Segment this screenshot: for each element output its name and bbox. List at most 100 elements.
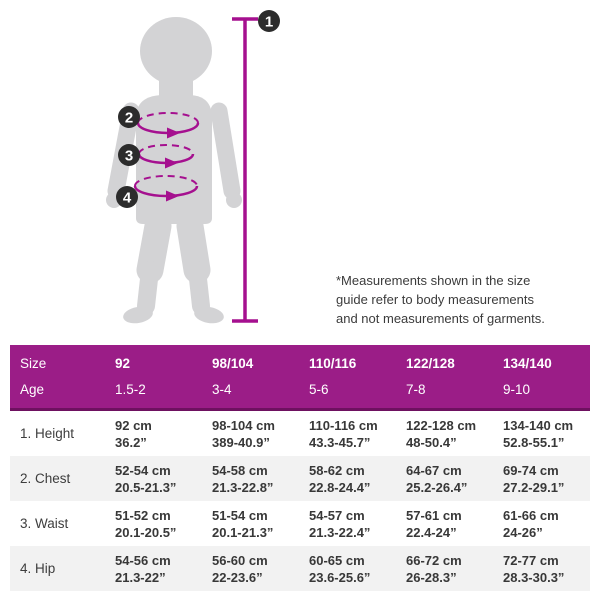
hip-measure-ring <box>133 175 199 202</box>
table-cell: 72-77 cm 28.3-30.3” <box>493 552 590 586</box>
cell-cm: 60-65 cm <box>309 552 365 568</box>
table-cell: 69-74 cm 27.2-29.1” <box>493 462 590 496</box>
badge-2-number: 2 <box>125 109 133 126</box>
cell-cm: 64-67 cm <box>406 462 462 478</box>
cell-inches: 389-40.9” <box>212 434 270 450</box>
cell-cm: 122-128 cm <box>406 417 477 433</box>
cell-inches: 43.3-45.7” <box>309 434 371 450</box>
table-cell: 110-116 cm 43.3-45.7” <box>299 417 396 451</box>
cell-cm: 51-54 cm <box>212 507 268 523</box>
cell-inches: 20.1-21.3” <box>212 524 274 540</box>
size-col-2: 98/104 <box>212 355 254 371</box>
badge-3-number: 3 <box>125 147 133 164</box>
table-row-waist: 3. Waist 51-52 cm 20.1-20.5” 51-54 cm 20… <box>10 501 590 546</box>
size-col-4: 122/128 <box>406 355 455 371</box>
badge-4-number: 4 <box>123 189 132 206</box>
note-line-3: and not measurements of garments. <box>336 311 545 326</box>
table-cell: 134-140 cm 52.8-55.1” <box>493 417 590 451</box>
size-col-5: 134/140 <box>503 355 552 371</box>
size-table-header: Size 92 98/104 110/116 122/128 134/140 A… <box>10 345 590 411</box>
age-label: Age <box>20 381 45 397</box>
table-cell: 122-128 cm 48-50.4” <box>396 417 493 451</box>
cell-cm: 57-61 cm <box>406 507 462 523</box>
table-row-hip: 4. Hip 54-56 cm 21.3-22” 56-60 cm 22-23.… <box>10 546 590 591</box>
cell-inches: 25.2-26.4” <box>406 479 468 495</box>
table-cell: 57-61 cm 22.4-24” <box>396 507 493 541</box>
badge-1: 1 <box>258 10 280 32</box>
size-table: Size 92 98/104 110/116 122/128 134/140 A… <box>10 345 590 591</box>
badge-2: 2 <box>118 106 140 128</box>
cell-inches: 24-26” <box>503 524 543 540</box>
measurement-diagram: 1 2 3 4 <box>106 10 280 324</box>
table-cell: 51-52 cm 20.1-20.5” <box>105 507 202 541</box>
table-cell: 54-58 cm 21.3-22.8” <box>202 462 299 496</box>
badge-1-number: 1 <box>265 13 273 30</box>
size-label: Size <box>20 355 47 371</box>
cell-inches: 21.3-22.4” <box>309 524 371 540</box>
cell-inches: 22.8-24.4” <box>309 479 371 495</box>
cell-inches: 36.2” <box>115 434 147 450</box>
cell-cm: 92 cm <box>115 417 152 433</box>
note-line-2: guide refer to body measurements <box>336 292 534 307</box>
size-table-body: 1. Height 92 cm 36.2” 98-104 cm 389-40.9… <box>10 411 590 591</box>
table-cell: 54-57 cm 21.3-22.4” <box>299 507 396 541</box>
cell-inches: 48-50.4” <box>406 434 457 450</box>
cell-inches: 21.3-22” <box>115 569 166 585</box>
age-col-2: 3-4 <box>212 381 232 397</box>
cell-cm: 69-74 cm <box>503 462 559 478</box>
table-cell: 54-56 cm 21.3-22” <box>105 552 202 586</box>
cell-cm: 56-60 cm <box>212 552 268 568</box>
table-cell: 98-104 cm 389-40.9” <box>202 417 299 451</box>
cell-cm: 61-66 cm <box>503 507 559 523</box>
cell-cm: 98-104 cm <box>212 417 275 433</box>
cell-cm: 134-140 cm <box>503 417 574 433</box>
cell-inches: 22-23.6” <box>212 569 263 585</box>
table-cell: 56-60 cm 22-23.6” <box>202 552 299 586</box>
cell-inches: 52.8-55.1” <box>503 434 565 450</box>
age-col-4: 7-8 <box>406 381 426 397</box>
height-measure-line <box>232 17 258 323</box>
waist-measure-ring <box>137 144 195 169</box>
cell-cm: 66-72 cm <box>406 552 462 568</box>
table-cell: 58-62 cm 22.8-24.4” <box>299 462 396 496</box>
note-line-1: *Measurements shown in the size <box>336 273 531 288</box>
table-cell: 51-54 cm 20.1-21.3” <box>202 507 299 541</box>
cell-inches: 21.3-22.8” <box>212 479 274 495</box>
age-header-row: Age 1.5-2 3-4 5-6 7-8 9-10 <box>10 376 590 402</box>
badge-3: 3 <box>118 144 140 166</box>
size-col-1: 92 <box>115 355 131 371</box>
row-label: 2. Chest <box>20 471 71 486</box>
age-col-5: 9-10 <box>503 381 531 397</box>
table-cell: 61-66 cm 24-26” <box>493 507 590 541</box>
table-cell: 64-67 cm 25.2-26.4” <box>396 462 493 496</box>
cell-cm: 51-52 cm <box>115 507 171 523</box>
cell-cm: 110-116 cm <box>309 417 378 433</box>
table-row-chest: 2. Chest 52-54 cm 20.5-21.3” 54-58 cm 21… <box>10 456 590 501</box>
chest-measure-ring <box>136 112 200 139</box>
cell-inches: 26-28.3” <box>406 569 457 585</box>
cell-inches: 23.6-25.6” <box>309 569 371 585</box>
age-col-3: 5-6 <box>309 381 329 397</box>
row-label: 3. Waist <box>20 516 69 531</box>
cell-inches: 20.1-20.5” <box>115 524 177 540</box>
table-cell: 52-54 cm 20.5-21.3” <box>105 462 202 496</box>
cell-cm: 54-58 cm <box>212 462 268 478</box>
table-cell: 92 cm 36.2” <box>105 417 202 451</box>
cell-cm: 54-56 cm <box>115 552 171 568</box>
cell-cm: 72-77 cm <box>503 552 559 568</box>
age-col-1: 1.5-2 <box>115 381 146 397</box>
table-row-height: 1. Height 92 cm 36.2” 98-104 cm 389-40.9… <box>10 411 590 456</box>
cell-inches: 22.4-24” <box>406 524 457 540</box>
row-label: 4. Hip <box>20 561 56 576</box>
badge-4: 4 <box>116 186 138 208</box>
cell-cm: 58-62 cm <box>309 462 365 478</box>
table-cell: 66-72 cm 26-28.3” <box>396 552 493 586</box>
size-col-3: 110/116 <box>309 355 357 371</box>
table-cell: 60-65 cm 23.6-25.6” <box>299 552 396 586</box>
child-silhouette <box>106 17 242 324</box>
size-header-row: Size 92 98/104 110/116 122/128 134/140 <box>10 350 590 376</box>
measurement-note: *Measurements shown in the size guide re… <box>336 271 572 328</box>
cell-inches: 27.2-29.1” <box>503 479 565 495</box>
row-label: 1. Height <box>20 426 75 441</box>
